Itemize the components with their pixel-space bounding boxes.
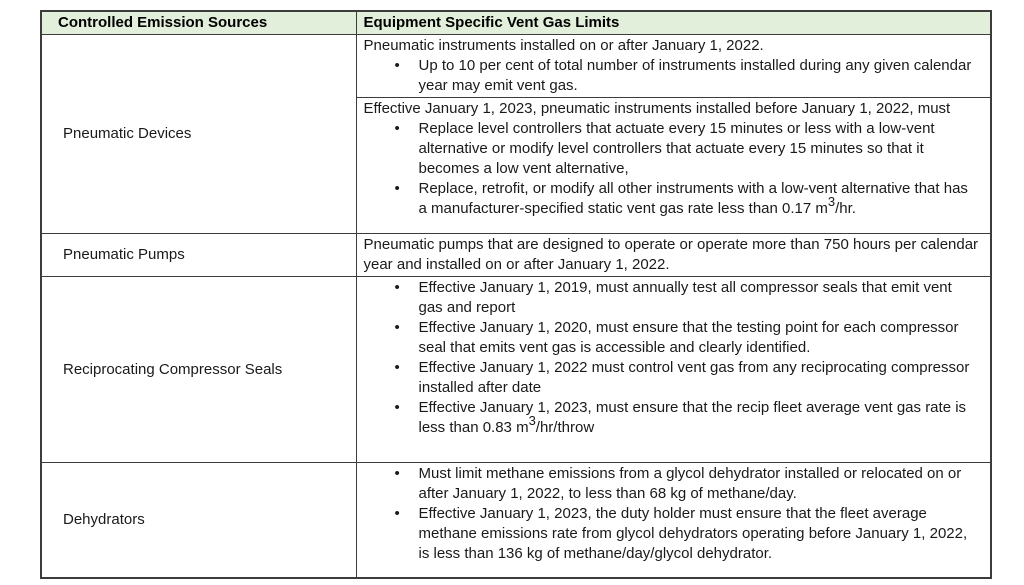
bullet-list: Must limit methane emissions from a glyc… bbox=[364, 464, 981, 564]
source-cell: Reciprocating Compressor Seals bbox=[40, 275, 357, 463]
vent-gas-limits-table: Controlled Emission Sources Equipment Sp… bbox=[40, 10, 992, 579]
limit-intro-text: Pneumatic instruments installed on or af… bbox=[363, 36, 764, 54]
table-row: Effective January 1, 2023, pneumatic ins… bbox=[41, 96, 992, 234]
bullet-item: Effective January 1, 2019, must annually… bbox=[364, 278, 981, 318]
table-body: Pneumatic Devices Pneumatic instruments i… bbox=[40, 33, 992, 579]
bullet-item: Replace, retrofit, or modify all other i… bbox=[364, 179, 981, 219]
bullet-item: Effective January 1, 2023, the duty hold… bbox=[364, 504, 981, 564]
bullet-item: Replace level controllers that actuate e… bbox=[364, 119, 981, 179]
bullet-item: Effective January 1, 2020, must ensure t… bbox=[364, 318, 981, 358]
bullet-list: Replace level controllers that actuate e… bbox=[364, 119, 981, 219]
limits-cell: Pneumatic pumps that are designed to ope… bbox=[355, 232, 992, 277]
header-equipment-specific-vent-gas-limits: Equipment Specific Vent Gas Limits bbox=[355, 10, 992, 35]
bullet-item: Up to 10 per cent of total number of ins… bbox=[364, 56, 981, 96]
limits-cell: Effective January 1, 2023, pneumatic ins… bbox=[355, 96, 992, 234]
source-cell: Pneumatic Pumps bbox=[40, 232, 357, 277]
table-row: Pneumatic Pumps Pneumatic pumps that are … bbox=[40, 232, 992, 277]
table-header-row: Controlled Emission Sources Equipment Sp… bbox=[40, 10, 992, 35]
limit-intro-text: Pneumatic pumps that are designed to ope… bbox=[363, 235, 979, 273]
bullet-item: Effective January 1, 2022 must control v… bbox=[364, 358, 981, 398]
source-cell: Dehydrators bbox=[40, 461, 357, 579]
bullet-list: Up to 10 per cent of total number of ins… bbox=[364, 56, 981, 96]
bullet-list: Effective January 1, 2019, must annually… bbox=[364, 278, 981, 438]
limits-cell: Pneumatic instruments installed on or af… bbox=[355, 33, 992, 98]
source-cell: Pneumatic Devices bbox=[40, 33, 357, 234]
limits-cell: Effective January 1, 2019, must annually… bbox=[355, 275, 992, 463]
bullet-item: Effective January 1, 2023, must ensure t… bbox=[364, 398, 981, 438]
limits-cell: Must limit methane emissions from a glyc… bbox=[355, 461, 992, 579]
table-row: DehydratorsMust limit methane emissions … bbox=[40, 461, 992, 579]
limit-intro-text: Effective January 1, 2023, pneumatic ins… bbox=[363, 99, 951, 117]
table-row: Pneumatic Devices Pneumatic instruments i… bbox=[40, 33, 992, 234]
table-row: Reciprocating Compressor SealsEffective … bbox=[40, 275, 992, 463]
header-controlled-emission-sources: Controlled Emission Sources bbox=[40, 10, 357, 35]
bullet-item: Must limit methane emissions from a glyc… bbox=[364, 464, 981, 504]
